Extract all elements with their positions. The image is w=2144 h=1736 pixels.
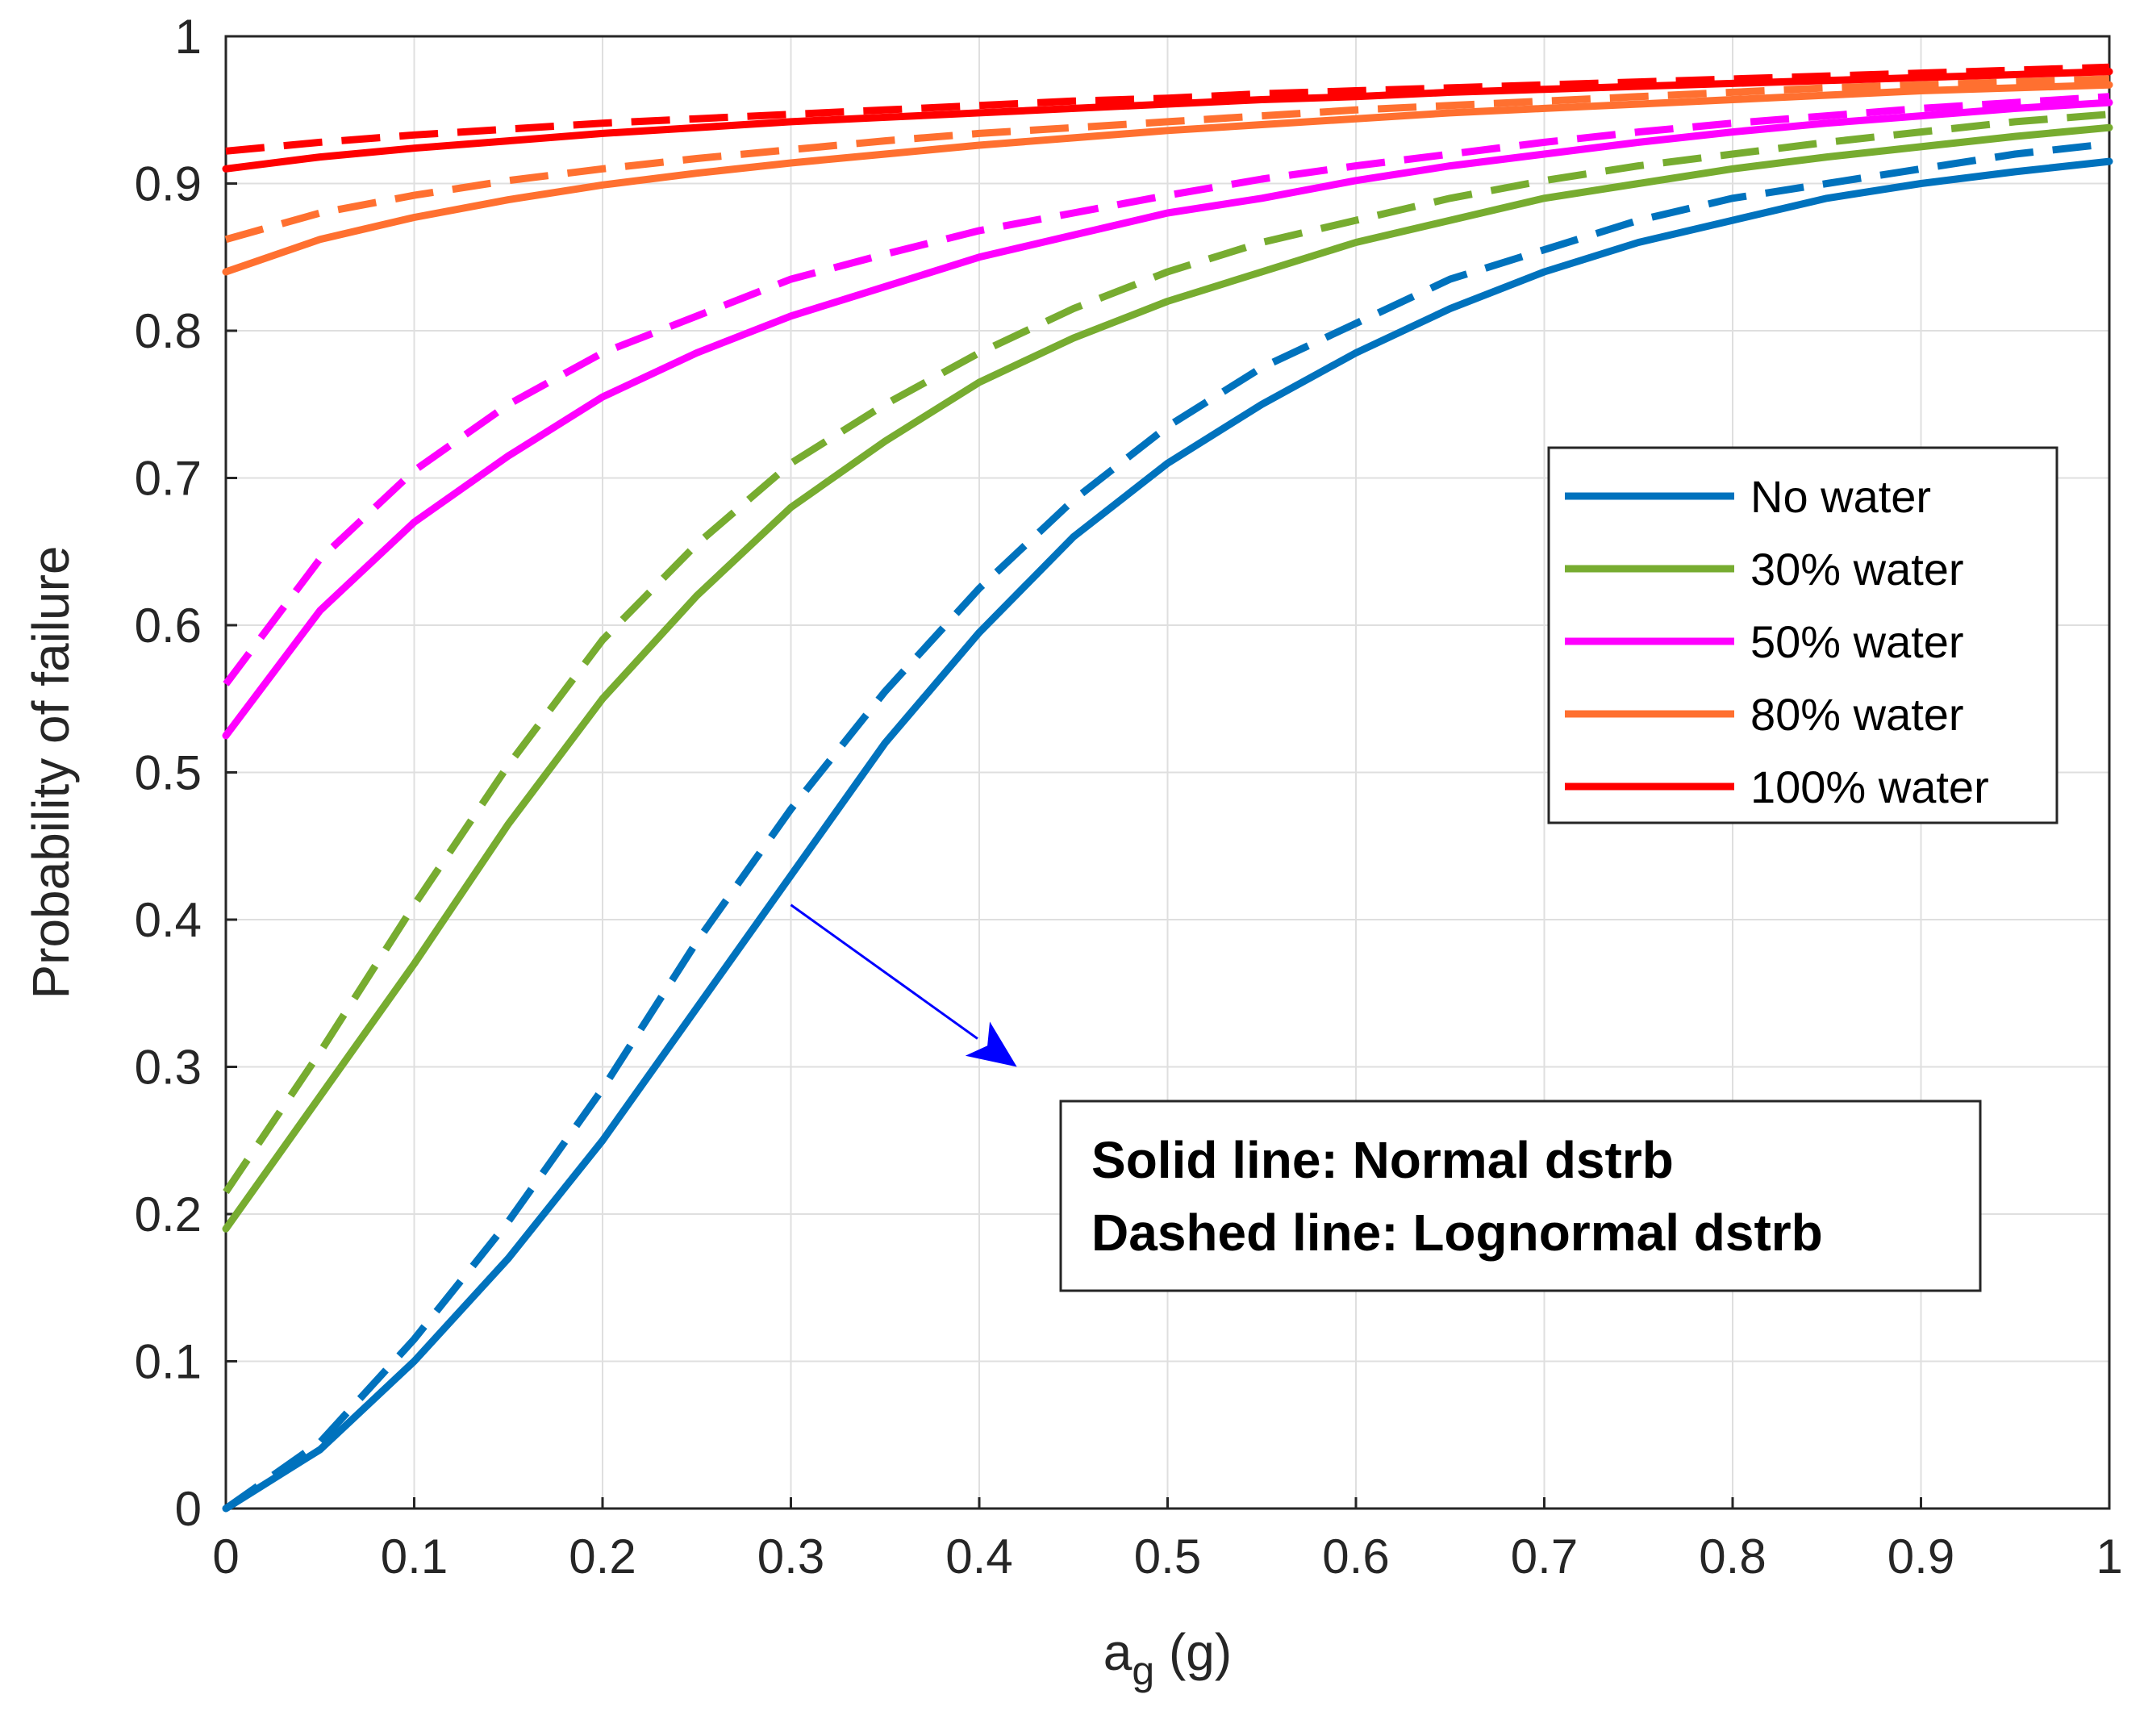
y-tick-label: 0.5 — [135, 746, 202, 800]
x-tick-label: 0 — [212, 1529, 239, 1584]
legend-label: No water — [1750, 471, 1931, 522]
y-tick-label: 0.9 — [135, 157, 202, 211]
legend: No water 30% water 50% water 80% water 100% … — [1547, 446, 2058, 824]
series-lines — [222, 63, 2113, 1513]
x-axis-label-unit: (g) — [1154, 1623, 1232, 1681]
y-tick-label: 0.2 — [135, 1187, 202, 1241]
x-tick-label: 0.3 — [757, 1529, 824, 1584]
x-tick-label: 0.4 — [945, 1529, 1012, 1584]
y-tick-label: 0.1 — [135, 1335, 202, 1389]
series-line-80pct-water-normal — [222, 81, 2113, 276]
legend-label: 30% water — [1750, 544, 1964, 595]
y-tick-label: 0.4 — [135, 893, 202, 947]
x-axis-label-subscript: g — [1132, 1648, 1154, 1693]
annotation-line-dashed: Dashed line: Lognormal dstrb — [1091, 1204, 1823, 1262]
annotation-box — [1059, 1100, 1982, 1292]
annotation-arrow-head — [965, 1021, 1017, 1067]
x-axis-label-main: a — [1103, 1623, 1132, 1681]
series-line-80pct-water-lognormal — [224, 75, 2110, 244]
series-line-100pct-water-normal — [222, 68, 2113, 173]
y-tick-label: 0.7 — [135, 452, 202, 506]
legend-label: 80% water — [1750, 689, 1964, 740]
legend-box — [1547, 446, 2058, 824]
y-tick-label: 0.3 — [135, 1041, 202, 1095]
x-tick-label: 0.1 — [381, 1529, 448, 1584]
annotation-line-solid: Solid line: Normal dstrb — [1091, 1131, 1674, 1189]
y-tick-label: 0 — [175, 1482, 202, 1536]
series-line-no-water-normal — [222, 157, 2113, 1513]
series-line-30pct-water-lognormal — [223, 111, 2110, 1195]
x-tick-label: 0.5 — [1134, 1529, 1201, 1584]
series-line-no-water-lognormal — [223, 140, 2110, 1512]
y-axis-ticks: 0 0.1 0.2 0.3 0.4 0.5 0.6 0.7 0.8 0.9 1 — [135, 10, 237, 1536]
series-line-30pct-water-normal — [222, 123, 2113, 1233]
x-tick-label: 0.6 — [1322, 1529, 1389, 1584]
x-tick-label: 1 — [2096, 1529, 2122, 1584]
x-tick-label: 0.8 — [1699, 1529, 1766, 1584]
legend-label: 100% water — [1750, 762, 1989, 812]
x-axis-ticks: 0 0.1 0.2 0.3 0.4 0.5 0.6 0.7 0.8 0.9 1 — [212, 1497, 2123, 1584]
y-tick-label: 0.6 — [135, 599, 202, 653]
annotation-arrow — [790, 903, 978, 1040]
series-line-50pct-water-lognormal — [223, 93, 2110, 686]
x-axis-label: ag (g) — [1103, 1623, 1232, 1693]
legend-label: 50% water — [1750, 616, 1964, 667]
y-tick-label: 1 — [175, 10, 202, 64]
series-line-100pct-water-lognormal — [225, 63, 2110, 155]
x-tick-label: 0.9 — [1887, 1529, 1954, 1584]
x-tick-label: 0.2 — [569, 1529, 636, 1584]
x-tick-label: 0.7 — [1511, 1529, 1578, 1584]
series-line-50pct-water-normal — [222, 98, 2113, 740]
annotation: Solid line: Normal dstrb Dashed line: Lo… — [790, 903, 1982, 1292]
y-tick-label: 0.8 — [135, 304, 202, 358]
y-axis-label: Probability of failure — [22, 545, 80, 999]
